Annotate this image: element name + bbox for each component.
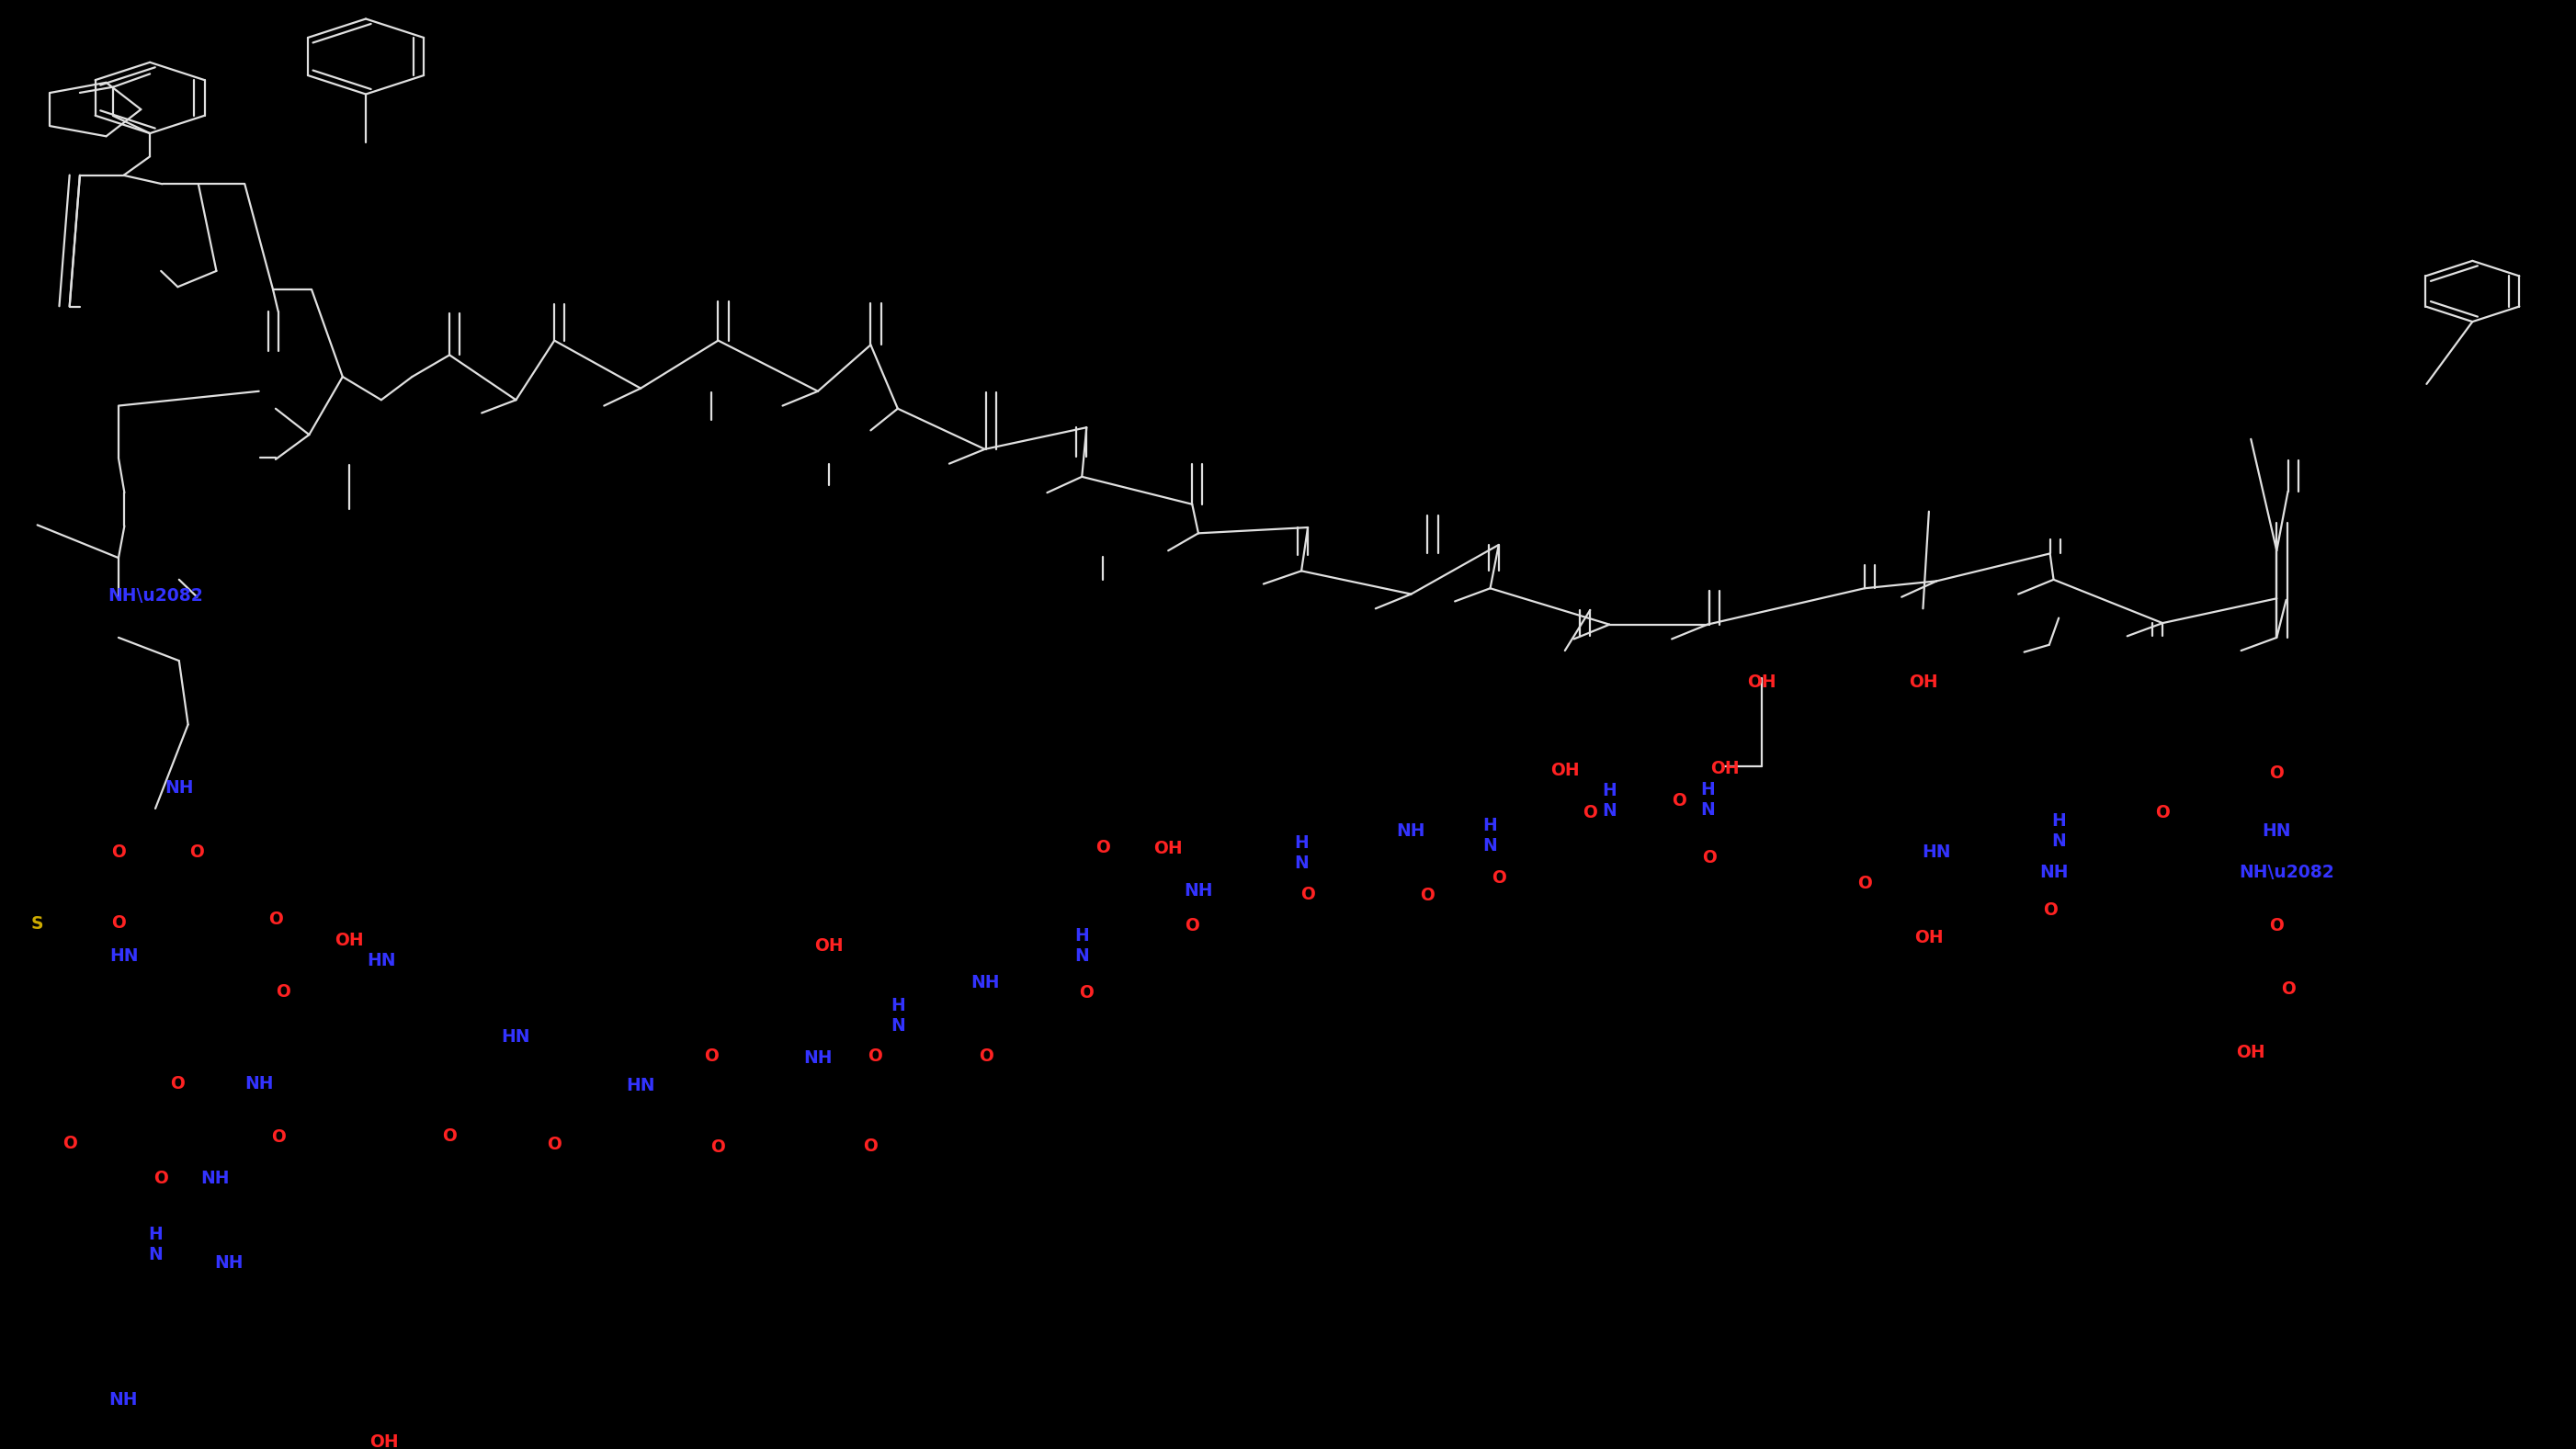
Text: O: O <box>979 1048 994 1065</box>
Text: O: O <box>711 1139 726 1156</box>
Text: O: O <box>111 914 126 932</box>
Text: H
N: H N <box>1484 817 1497 853</box>
Text: NH: NH <box>2040 864 2069 881</box>
Text: HN: HN <box>111 948 139 965</box>
Text: NH: NH <box>108 1391 137 1408</box>
Text: O: O <box>155 1169 167 1187</box>
Text: O: O <box>1419 887 1435 904</box>
Text: OH: OH <box>1914 929 1942 946</box>
Text: H
N: H N <box>1602 782 1618 819</box>
Text: O: O <box>703 1048 719 1065</box>
Text: HN: HN <box>366 952 397 969</box>
Text: O: O <box>170 1075 185 1093</box>
Text: O: O <box>863 1137 878 1155</box>
Text: NH: NH <box>971 974 999 991</box>
Text: H
N: H N <box>1293 835 1309 871</box>
Text: H
N: H N <box>149 1226 162 1264</box>
Text: O: O <box>111 843 126 861</box>
Text: NH: NH <box>245 1075 273 1093</box>
Text: O: O <box>1857 875 1873 893</box>
Text: O: O <box>546 1136 562 1153</box>
Text: O: O <box>276 982 291 1001</box>
Text: NH\u2082: NH\u2082 <box>108 587 204 604</box>
Text: O: O <box>268 910 283 929</box>
Text: O: O <box>2280 980 2295 998</box>
Text: O: O <box>1185 917 1200 935</box>
Text: OH: OH <box>1710 759 1739 778</box>
Text: OH: OH <box>1154 839 1182 858</box>
Text: OH: OH <box>814 938 842 955</box>
Text: O: O <box>1672 791 1687 810</box>
Text: OH: OH <box>1747 674 1777 691</box>
Text: O: O <box>1095 839 1110 856</box>
Text: OH: OH <box>368 1433 399 1449</box>
Text: O: O <box>1492 869 1507 887</box>
Text: HN: HN <box>626 1077 654 1094</box>
Text: NH: NH <box>1396 822 1425 840</box>
Text: O: O <box>2269 764 2285 782</box>
Text: NH: NH <box>201 1169 229 1187</box>
Text: H
N: H N <box>2050 813 2066 849</box>
Text: NH: NH <box>165 780 193 797</box>
Text: S: S <box>31 916 44 933</box>
Text: NH: NH <box>1185 882 1213 900</box>
Text: NH: NH <box>804 1049 832 1066</box>
Text: O: O <box>1703 849 1716 867</box>
Text: O: O <box>2269 917 2285 935</box>
Text: O: O <box>1582 804 1597 822</box>
Text: O: O <box>2043 901 2058 919</box>
Text: H
N: H N <box>1074 927 1090 965</box>
Text: O: O <box>868 1048 884 1065</box>
Text: O: O <box>1301 885 1316 903</box>
Text: NH: NH <box>214 1253 242 1272</box>
Text: OH: OH <box>2236 1043 2264 1062</box>
Text: O: O <box>191 843 204 861</box>
Text: OH: OH <box>1551 761 1579 780</box>
Text: O: O <box>270 1129 286 1146</box>
Text: O: O <box>62 1135 77 1152</box>
Text: HN: HN <box>1922 843 1950 861</box>
Text: H
N: H N <box>1700 781 1716 819</box>
Text: OH: OH <box>335 932 363 949</box>
Text: H
N: H N <box>891 997 904 1035</box>
Text: O: O <box>443 1127 456 1145</box>
Text: HN: HN <box>502 1029 531 1046</box>
Text: NH\u2082: NH\u2082 <box>2239 864 2334 881</box>
Text: O: O <box>1079 984 1095 1001</box>
Text: HN: HN <box>2262 822 2290 840</box>
Text: O: O <box>2156 804 2169 822</box>
Text: OH: OH <box>1909 674 1937 691</box>
